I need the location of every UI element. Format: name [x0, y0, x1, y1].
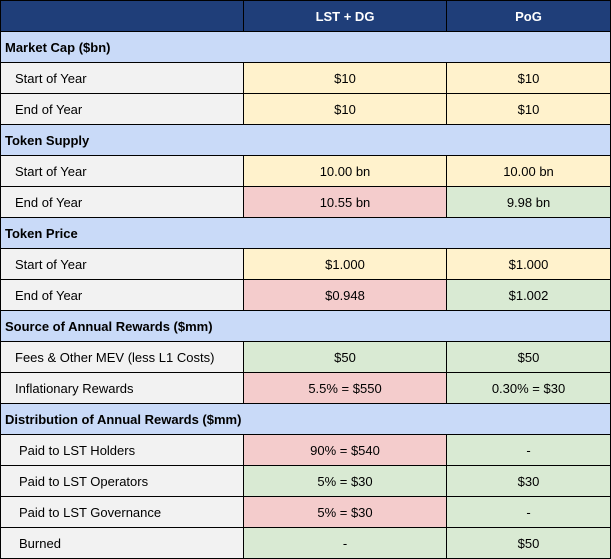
lst-dg-value: $0.948 — [243, 279, 447, 311]
lst-dg-value: $10 — [243, 93, 447, 125]
row-label: Fees & Other MEV (less L1 Costs) — [0, 341, 244, 373]
lst-dg-value: 5.5% = $550 — [243, 372, 447, 404]
table-row: Paid to LST Holders 90% = $540 - — [0, 434, 611, 466]
row-label: Paid to LST Operators — [0, 465, 244, 497]
row-label: Inflationary Rewards — [0, 372, 244, 404]
pog-value: $50 — [446, 527, 611, 559]
header-lst-dg: LST + DG — [243, 0, 447, 32]
table-row: End of Year $10 $10 — [0, 93, 611, 125]
lst-dg-value: $1.000 — [243, 248, 447, 280]
pog-value: $1.002 — [446, 279, 611, 311]
row-label: Start of Year — [0, 248, 244, 280]
table-row: Start of Year 10.00 bn 10.00 bn — [0, 155, 611, 187]
row-label: End of Year — [0, 186, 244, 218]
header-pog: PoG — [446, 0, 611, 32]
row-label: Start of Year — [0, 155, 244, 187]
pog-value: $10 — [446, 93, 611, 125]
section-title-token-price: Token Price — [0, 217, 611, 249]
table-row: Start of Year $10 $10 — [0, 62, 611, 94]
lst-dg-value: 5% = $30 — [243, 496, 447, 528]
table-row: Paid to LST Operators 5% = $30 $30 — [0, 465, 611, 497]
pog-value: 9.98 bn — [446, 186, 611, 218]
table-row: Start of Year $1.000 $1.000 — [0, 248, 611, 280]
section-row: Token Price — [0, 217, 611, 249]
row-label: Start of Year — [0, 62, 244, 94]
lst-dg-value: $50 — [243, 341, 447, 373]
section-title-token-supply: Token Supply — [0, 124, 611, 156]
section-row: Market Cap ($bn) — [0, 31, 611, 63]
section-title-distribution-rewards: Distribution of Annual Rewards ($mm) — [0, 403, 611, 435]
pog-value: $30 — [446, 465, 611, 497]
pog-value: $1.000 — [446, 248, 611, 280]
header-corner-cell — [0, 0, 244, 32]
table-row: Fees & Other MEV (less L1 Costs) $50 $50 — [0, 341, 611, 373]
row-label: Burned — [0, 527, 244, 559]
section-title-source-rewards: Source of Annual Rewards ($mm) — [0, 310, 611, 342]
section-title-market-cap: Market Cap ($bn) — [0, 31, 611, 63]
row-label: End of Year — [0, 93, 244, 125]
table-row: Burned - $50 — [0, 527, 611, 559]
row-label: Paid to LST Holders — [0, 434, 244, 466]
section-row: Source of Annual Rewards ($mm) — [0, 310, 611, 342]
pog-value: - — [446, 434, 611, 466]
pog-value: - — [446, 496, 611, 528]
table-row: Paid to LST Governance 5% = $30 - — [0, 496, 611, 528]
pog-value: $50 — [446, 341, 611, 373]
lst-dg-value: 10.55 bn — [243, 186, 447, 218]
lst-dg-value: - — [243, 527, 447, 559]
lst-dg-value: 5% = $30 — [243, 465, 447, 497]
pog-value: $10 — [446, 62, 611, 94]
lst-dg-value: 10.00 bn — [243, 155, 447, 187]
row-label: Paid to LST Governance — [0, 496, 244, 528]
pog-value: 10.00 bn — [446, 155, 611, 187]
header-row: LST + DG PoG — [0, 0, 611, 32]
lst-dg-value: 90% = $540 — [243, 434, 447, 466]
pog-value: 0.30% = $30 — [446, 372, 611, 404]
table-row: Inflationary Rewards 5.5% = $550 0.30% =… — [0, 372, 611, 404]
row-label: End of Year — [0, 279, 244, 311]
section-row: Token Supply — [0, 124, 611, 156]
table-row: End of Year 10.55 bn 9.98 bn — [0, 186, 611, 218]
section-row: Distribution of Annual Rewards ($mm) — [0, 403, 611, 435]
table-row: End of Year $0.948 $1.002 — [0, 279, 611, 311]
lst-dg-value: $10 — [243, 62, 447, 94]
